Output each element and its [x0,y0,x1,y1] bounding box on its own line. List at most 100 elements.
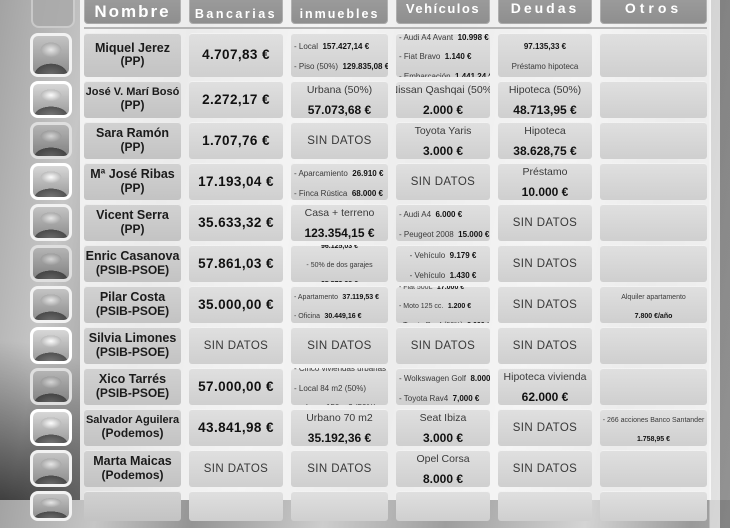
cell-bancarias: 43.841,98 € [189,409,283,446]
cell-vehiculos: Toyota Yaris 3.000 € [396,122,490,159]
table-row: Silvia Limones (PSIB-PSOE) SIN DATOS SIN… [30,327,730,364]
cell-deudas: SIN DATOS [498,245,592,282]
politician-party: (Podemos) [101,425,164,440]
cell-line: 1.707,76 € [202,132,270,148]
cell-deudas: SIN DATOS [498,409,592,446]
column-header-label: Bancarias [194,7,278,21]
table-row: Vicent Serra (PP) 35.633,32 € Casa + ter… [30,204,730,241]
column-header-otros: Otros [600,0,707,24]
table-header: Nombre Bancarias inmuebles Vehículos Deu… [84,0,730,24]
table-row: Pilar Costa (PSIB-PSOE) 35.000,00 € - Cu… [30,286,730,323]
cell-otros: - 125 acciones Amadeus4.5000 €- 266 acci… [600,409,707,446]
cell-line: - Toyota Rav4 7,000 € [399,393,480,403]
politician-photo [30,368,72,405]
name-cell: Silvia Limones (PSIB-PSOE) [84,327,181,364]
column-header-label: Nombre [94,2,171,21]
cell-line: Seat Ibiza [419,411,467,424]
cell-line: - Fiat Bravo 1.140 € [399,52,472,62]
cell-vehiculos: - Vehículo 9.179 € - Vehículo 1.430 € [396,245,490,282]
cell-line: Urbana (50%) [306,83,373,96]
cell-line: - Oficina 30.449,16 € [294,312,362,320]
cell-otros [600,204,707,241]
column-header-label: Deudas [510,0,580,16]
partial-next-row [30,491,730,528]
politician-party: (PP) [120,139,145,154]
name-cell: Vicent Serra (PP) [84,204,181,241]
column-header-bancarias: Bancarias [189,0,283,24]
cell-deudas: Hipoteca 38.628,75 € [498,122,592,159]
cell-otros [600,122,707,159]
cell-line: Préstamo [522,165,568,178]
politician-photo [30,81,72,118]
cell-line: - Toyota Rav4 (50%) 8.000 € [399,314,490,323]
cell-line: Opel Corsa [416,452,470,465]
cell-line: 97.135,33 € [523,42,567,52]
cell-bancarias: 57.000,00 € [189,368,283,405]
cell-deudas [498,491,592,521]
cell-line: 17.193,04 € [198,173,274,189]
cell-deudas: SIN DATOS [498,204,592,241]
no-data-label: SIN DATOS [512,462,578,475]
cell-bancarias: 17.193,04 € [189,163,283,200]
cell-line: - Vehículo 1.430 € [409,270,477,280]
cell-bancarias: 4.707,83 € [189,33,283,77]
no-data-label: SIN DATOS [410,175,476,188]
cell-line: Hipoteca vivienda [503,370,587,383]
cell-bancarias: 35.633,32 € [189,204,283,241]
cell-line: 35.192,36 € [307,430,372,445]
cell-line: 71.530,85 € [524,75,566,77]
cell-line: 25.572,28 € [321,273,358,282]
cell-deudas: SIN DATOS [498,450,592,487]
cell-line: 3.000 € [422,143,464,158]
cell-line: Toyota Yaris [414,124,472,137]
cell-vehiculos [396,491,490,521]
cell-inmuebles: SIN DATOS [291,122,388,159]
faded-previous-photo [31,0,75,28]
cell-inmuebles: Casa + terreno 123.354,15 € [291,204,388,241]
name-cell: Enric Casanova (PSIB-PSOE) [84,245,181,282]
cell-vehiculos: - Audi A4 Avant 10.998 € - Fiat Bravo 1.1… [396,33,490,77]
cell-line: 35.000,00 € [198,296,274,312]
cell-deudas: Préstamo97.135,33 €Préstamo hipoteca71.5… [498,33,592,77]
politician-photo [30,450,72,487]
politician-photo [30,245,72,282]
name-cell: Xico Tarrés (PSIB-PSOE) [84,368,181,405]
cell-inmuebles: - Rústico 108.327,43 €- Local 157.427,14… [291,33,388,77]
cell-inmuebles: - Cinco viviendas urbanas - Local 84 m2 (… [291,368,388,405]
name-cell: Pilar Costa (PSIB-PSOE) [84,286,181,323]
cell-vehiculos: - Audi A4 6.000 € - Peugeot 2008 15.000 € [396,204,490,241]
cell-otros: Alquiler apartamento 7.800 €/año [600,286,707,323]
column-header-inmuebles: inmuebles [291,0,388,24]
politician-name: José V. Marí Bosó [85,86,180,99]
no-data-label: SIN DATOS [512,298,578,311]
cell-line: - Fiat 500L 17.000 € [399,286,465,292]
cell-line: 57.073,68 € [307,102,372,117]
politician-party: (PSIB-PSOE) [95,262,170,277]
cell-line: 3.000 € [422,430,464,445]
cell-deudas: Préstamo 10.000 € [498,163,592,200]
no-data-label: SIN DATOS [410,339,476,352]
no-data-label: SIN DATOS [203,339,269,352]
cell-line: - Wolkswagen Golf 8.000 € [399,373,490,383]
table-row: Xico Tarrés (PSIB-PSOE) 57.000,00 € - Ci… [30,368,730,405]
header-separator [84,27,707,29]
cell-inmuebles: Urbano 70 m2 35.192,36 € [291,409,388,446]
cell-line: - Finca Rústica 68.000 € [294,188,383,198]
cell-line: 123.354,15 € [304,225,375,240]
cell-inmuebles [291,491,388,521]
politician-photo [30,204,72,241]
cell-otros [600,327,707,364]
politician-photo [30,327,72,364]
cell-line: 96.125,03 € [321,245,358,251]
cell-line: 48.713,95 € [513,102,577,117]
cell-line: 2.272,17 € [202,91,270,107]
cell-line: Casa + terreno [304,206,375,219]
politician-photo [30,409,72,446]
cell-bancarias: 35.000,00 € [189,286,283,323]
cell-line: Alquiler apartamento [621,293,686,301]
name-cell: Salvador Aguilera (Podemos) [84,409,181,446]
politician-name: Xico Tarrés [98,372,167,387]
cell-bancarias: 1.707,76 € [189,122,283,159]
name-cell: Mª José Ribas (PP) [84,163,181,200]
name-cell: Miquel Jerez (PP) [84,33,181,77]
